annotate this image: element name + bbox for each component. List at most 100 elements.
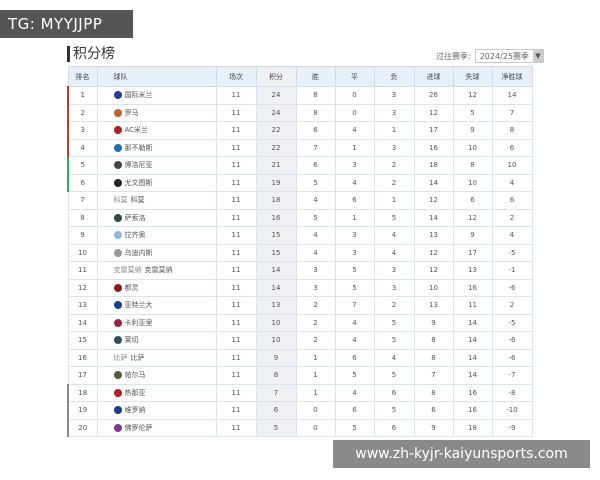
team-name[interactable]: 那不勒斯 — [124, 143, 153, 152]
team-name[interactable]: 亚特兰大 — [124, 301, 153, 310]
table-row[interactable]: 17 帕尔马 11 8 1 5 5 7 14 -7 — [67, 366, 533, 385]
cell-gf: 26 — [413, 86, 454, 105]
team-logo-icon — [113, 91, 122, 100]
cell-gd: -7 — [491, 366, 533, 385]
team-logo-icon — [113, 301, 122, 310]
column-header: 胜 — [295, 66, 336, 87]
cell-played: 11 — [215, 173, 257, 192]
table-row[interactable]: 14 卡利亚里 11 10 2 4 5 9 14 -5 — [67, 313, 533, 332]
telegram-tag-overlay: TG: MYYJJPP — [0, 10, 133, 38]
table-row[interactable]: 9 拉齐奥 11 15 4 3 4 13 9 4 — [67, 226, 533, 245]
table-row[interactable]: 15 莱切 11 10 2 4 5 8 14 -6 — [67, 331, 533, 350]
cell-d: 3 — [334, 243, 375, 262]
team-name[interactable]: 帕尔马 — [124, 371, 146, 380]
table-row[interactable]: 7 科莫 科莫 11 18 4 6 1 12 6 6 — [67, 191, 533, 210]
table-row[interactable]: 13 亚特兰大 11 13 2 7 2 13 11 2 — [67, 296, 533, 315]
team-name[interactable]: 热那亚 — [124, 388, 146, 397]
cell-rank: 7 — [67, 191, 98, 210]
team-name[interactable]: 博洛尼亚 — [124, 161, 153, 170]
team-name[interactable]: 克雷莫纳 — [144, 266, 173, 275]
team-name[interactable]: 佛罗伦萨 — [124, 423, 153, 432]
cell-l: 3 — [373, 86, 415, 105]
cell-team: AC米兰 — [96, 121, 217, 140]
cell-gd: -6 — [491, 278, 533, 297]
team-name[interactable]: 卡利亚里 — [124, 318, 153, 327]
table-row[interactable]: 20 佛罗伦萨 11 5 0 5 6 9 18 -9 — [67, 418, 533, 437]
team-name[interactable]: 比萨 — [130, 353, 145, 362]
cell-gd: 4 — [491, 226, 533, 245]
cell-l: 5 — [373, 366, 415, 385]
cell-gf: 7 — [413, 366, 454, 385]
team-name[interactable]: AC米兰 — [124, 126, 149, 135]
cell-ga: 9 — [452, 121, 493, 140]
table-row[interactable]: 2 罗马 11 24 8 0 3 12 5 7 — [67, 103, 533, 122]
table-row[interactable]: 16 比萨 比萨 11 9 1 6 4 8 14 -6 — [67, 348, 533, 367]
table-row[interactable]: 1 国际米兰 11 24 8 0 3 26 12 14 — [67, 86, 533, 105]
cell-gf: 6 — [413, 401, 454, 420]
cell-gd: -6 — [491, 348, 533, 367]
team-name[interactable]: 都灵 — [124, 283, 139, 292]
team-name[interactable]: 萨索洛 — [124, 213, 146, 222]
cell-rank: 6 — [67, 173, 98, 192]
column-header: 平 — [334, 66, 375, 87]
table-row[interactable]: 4 那不勒斯 11 22 7 1 3 16 10 6 — [67, 138, 533, 157]
cell-ga: 14 — [452, 313, 493, 332]
cell-ga: 16 — [452, 401, 493, 420]
table-row[interactable]: 5 博洛尼亚 11 21 6 3 2 18 8 10 — [67, 156, 533, 175]
team-name[interactable]: 拉齐奥 — [124, 231, 146, 240]
cell-d: 0 — [334, 103, 375, 122]
chevron-down-icon[interactable]: ▼ — [532, 50, 543, 62]
cell-d: 7 — [334, 296, 375, 315]
table-row[interactable]: 8 萨索洛 11 16 5 1 5 14 12 2 — [67, 208, 533, 227]
cell-d: 6 — [334, 348, 375, 367]
cell-l: 6 — [373, 418, 415, 437]
cell-gd: -1 — [491, 261, 533, 280]
cell-gf: 12 — [413, 103, 454, 122]
table-row[interactable]: 10 乌迪内斯 11 15 4 3 4 12 17 -5 — [67, 243, 533, 262]
cell-ga: 10 — [452, 138, 493, 157]
column-header: 场次 — [215, 66, 257, 87]
team-name[interactable]: 莱切 — [124, 336, 139, 345]
table-row[interactable]: 11 克雷莫纳 克雷莫纳 11 14 3 5 3 12 13 -1 — [67, 261, 533, 280]
team-name[interactable]: 科莫 — [130, 196, 145, 205]
cell-pts: 22 — [255, 121, 297, 140]
cell-rank: 1 — [67, 86, 98, 105]
season-dropdown[interactable]: 2024/25赛季 ▼ — [474, 49, 544, 63]
table-row[interactable]: 12 都灵 11 14 3 5 3 10 16 -6 — [67, 278, 533, 297]
table-row[interactable]: 18 热那亚 11 7 1 4 6 8 16 -8 — [67, 383, 533, 402]
team-logo-icon — [113, 231, 122, 240]
table-row[interactable]: 3 AC米兰 11 22 6 4 1 17 9 8 — [67, 121, 533, 140]
cell-gf: 14 — [413, 208, 454, 227]
team-name[interactable]: 国际米兰 — [124, 91, 153, 100]
team-name[interactable]: 尤文图斯 — [124, 178, 153, 187]
cell-team: 那不勒斯 — [96, 138, 217, 157]
cell-rank: 13 — [67, 296, 98, 315]
cell-pts: 18 — [255, 191, 297, 210]
watermark: www.zh-kyjr-kaiyunsports.com — [333, 440, 590, 468]
cell-pts: 24 — [255, 86, 297, 105]
team-logo-icon — [113, 126, 122, 135]
team-name[interactable]: 乌迪内斯 — [124, 248, 153, 257]
cell-rank: 19 — [67, 401, 98, 420]
cell-w: 3 — [295, 278, 336, 297]
cell-gf: 8 — [413, 331, 454, 350]
cell-played: 11 — [215, 383, 257, 402]
cell-gd: -9 — [491, 418, 533, 437]
team-logo-icon — [113, 178, 122, 187]
cell-played: 11 — [215, 418, 257, 437]
cell-team: 拉齐奥 — [96, 226, 217, 245]
cell-ga: 6 — [452, 191, 493, 210]
team-name[interactable]: 罗马 — [124, 108, 139, 117]
cell-played: 11 — [215, 103, 257, 122]
cell-gf: 16 — [413, 138, 454, 157]
table-row[interactable]: 6 尤文图斯 11 19 5 4 2 14 10 4 — [67, 173, 533, 192]
cell-w: 2 — [295, 296, 336, 315]
cell-rank: 12 — [67, 278, 98, 297]
cell-rank: 9 — [67, 226, 98, 245]
cell-d: 5 — [334, 261, 375, 280]
cell-gf: 8 — [413, 348, 454, 367]
cell-l: 4 — [373, 243, 415, 262]
team-name[interactable]: 维罗纳 — [124, 406, 146, 415]
cell-w: 1 — [295, 366, 336, 385]
table-row[interactable]: 19 维罗纳 11 6 0 6 5 6 16 -10 — [67, 401, 533, 420]
